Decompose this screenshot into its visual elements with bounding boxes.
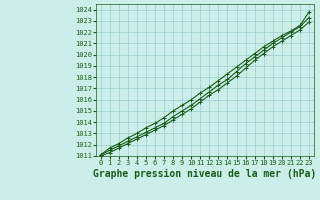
X-axis label: Graphe pression niveau de la mer (hPa): Graphe pression niveau de la mer (hPa) — [93, 169, 316, 179]
